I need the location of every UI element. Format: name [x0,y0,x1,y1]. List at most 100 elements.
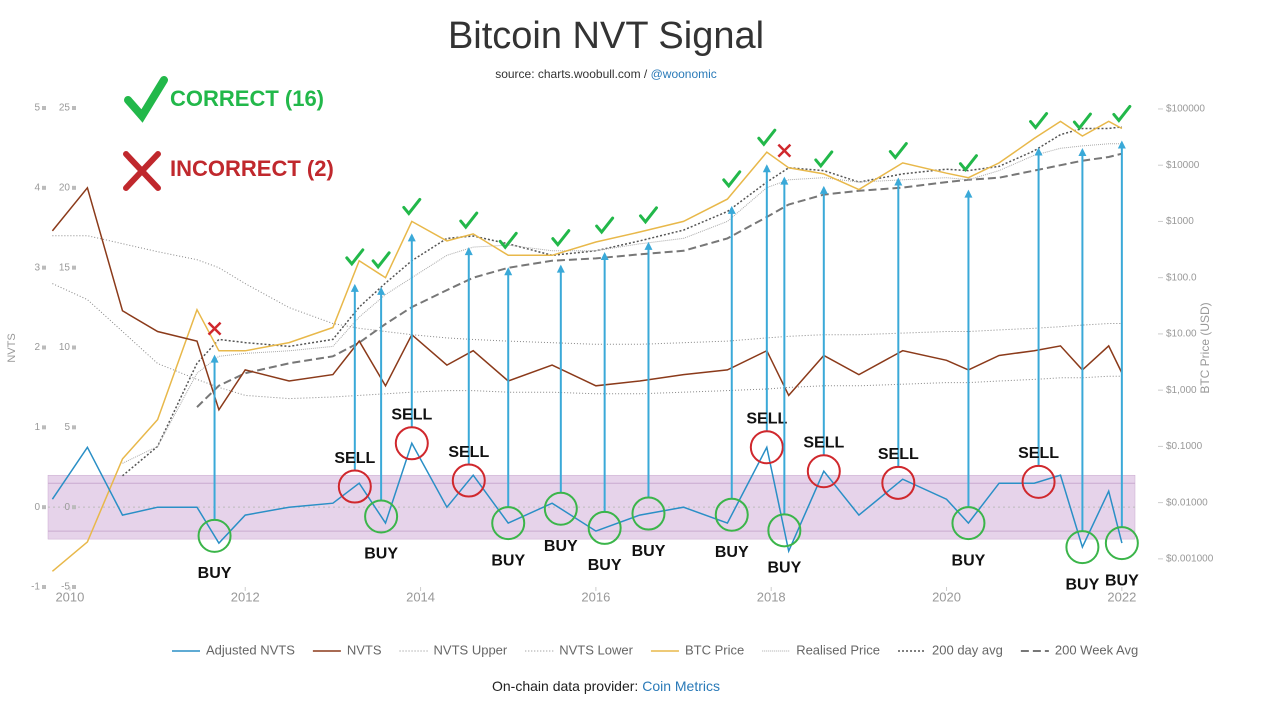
signal-label: BUY [544,538,578,555]
y2-tick-label: $10.00 [1166,329,1197,340]
x-mark [207,321,222,336]
y-tick-mark [42,585,46,589]
y3-tick-label: -5 [61,582,70,593]
arrow-head [407,233,416,242]
y3-tick-mark [72,425,76,430]
signal: BUY [714,170,749,561]
legend-label: BTC Price [685,642,744,657]
check-mark [402,197,422,216]
signal-label: SELL [391,407,432,424]
check-mark [1072,112,1092,131]
signal: SELL [1018,112,1059,499]
y2-tick-label: $0.001000 [1166,554,1214,565]
y2-tick-label: $10000 [1166,160,1200,171]
y-tick-label: 3 [34,262,40,273]
arrow-head [350,283,359,292]
signal-label: BUY [715,544,749,561]
arrow-head [210,354,219,363]
arrow-head [504,267,513,276]
check-mark [722,170,742,189]
big-x [123,151,161,191]
signal: SELL [803,150,844,489]
check-mark [638,206,658,225]
y-tick-mark [42,345,46,350]
y-tick-label: 4 [34,182,40,193]
source-text: source: charts.woobull.com / [495,67,650,81]
arrow-head [556,264,565,273]
signal: BUY [197,321,232,582]
y3-tick-label: 0 [64,502,70,513]
signal-label: BUY [632,543,666,560]
signal: SELL [448,211,489,498]
x-mark [777,143,792,158]
signal: SELL [746,128,787,465]
y3-tick-mark [72,185,76,190]
arrow-head [762,164,771,173]
y-tick-mark [42,505,46,510]
y2-tick-label: $0.1000 [1166,441,1203,452]
check-mark [888,142,908,160]
legend-label: NVTS [347,642,382,657]
check-mark [345,248,365,267]
y2-tick-label: $1,000 [1166,385,1197,396]
y-tick-mark [42,185,46,190]
x-tick-label: 2014 [406,589,435,604]
legend-label: Adjusted NVTS [206,642,295,657]
arrow-head [1117,140,1126,149]
arrow-head [1034,147,1043,156]
check-mark [371,251,391,270]
check-mark [757,128,777,147]
y2-axis-label: BTC Price (USD) [1198,302,1212,393]
big-check [124,76,168,123]
check-mark [814,150,834,169]
correct-label: CORRECT (16) [170,86,324,111]
y-tick-label: 2 [34,342,40,353]
signal-circle [543,491,578,526]
y3-tick-label: 20 [59,182,71,193]
arrow-head [464,247,473,256]
check-mark [1029,112,1049,130]
signal: BUY [951,154,986,569]
signal-label: SELL [1018,445,1059,462]
signal: BUY [631,206,666,560]
y-tick-mark [42,425,46,430]
arrow-head [780,176,789,185]
source: source: charts.woobull.com / @woonomic [495,67,717,81]
source-link[interactable]: @woonomic [651,67,717,81]
signal-circle [749,430,784,465]
check-mark [459,211,479,230]
footer-link[interactable]: Coin Metrics [642,678,720,694]
signal: BUY [1104,104,1139,589]
signal-label: BUY [588,557,622,574]
x-tick-label: 2020 [932,589,961,604]
y2-tick-label: $100.0 [1166,272,1197,283]
y3-tick-label: 5 [64,422,70,433]
signal-circle [881,465,916,500]
signal: BUY [1065,112,1100,593]
signal-label: BUY [1066,576,1100,593]
signal-label: SELL [334,450,375,467]
y3-tick-label: 25 [59,103,71,114]
y-tick-label: 0 [34,502,40,513]
y3-tick-label: 15 [59,262,71,273]
signal-label: BUY [364,546,398,563]
signal-circle [491,506,526,541]
y2-tick-label: $100000 [1166,104,1205,115]
y3-tick-mark [72,265,76,270]
check-mark [595,216,615,235]
x-tick-label: 2010 [55,589,84,604]
arrow-head [644,241,653,250]
check-mark [498,231,518,250]
y2-tick-label: $0.01000 [1166,497,1208,508]
y-tick-mark [42,106,46,110]
legend-label: 200 day avg [932,642,1003,657]
signal-circle [1021,464,1056,499]
footer: On-chain data provider: Coin Metrics [492,678,720,694]
signal-circle [587,510,622,545]
arrow-head [964,189,973,198]
signal-label: BUY [767,560,801,577]
series-line [51,441,1123,554]
series-line [122,143,1122,464]
arrow-head [727,205,736,214]
